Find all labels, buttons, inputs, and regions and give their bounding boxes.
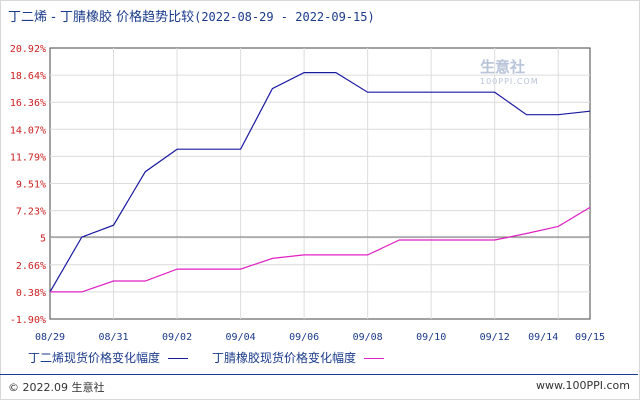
legend-swatch-butadiene [168, 358, 189, 359]
y-tick-label: 7.23% [16, 207, 46, 218]
x-tick-label: 08/29 [35, 332, 65, 343]
watermark-logo: 生意社 100PPI.COM [480, 56, 539, 86]
y-tick-label: 9.51% [16, 180, 46, 191]
y-tick-label: 2.66% [16, 261, 46, 272]
watermark-brand: 生意社 [480, 58, 526, 76]
x-tick-label: 09/02 [162, 332, 192, 343]
footer: © 2022.09 生意社 www.100PPI.com [0, 374, 638, 399]
chart-title: 丁二烯 - 丁腈橡胶 价格趋势比较(2022-08-29 - 2022-09-1… [8, 6, 375, 25]
x-tick-label: 09/08 [353, 332, 383, 343]
title-text: 丁二烯 - 丁腈橡胶 价格趋势比较 [8, 10, 195, 25]
y-tick-label: 18.64% [10, 71, 46, 82]
footer-copyright: © 2022.09 生意社 [8, 381, 105, 394]
y-tick-label: 11.79% [10, 152, 46, 163]
x-tick-label: 09/15 [575, 332, 605, 343]
x-tick-label: 09/04 [226, 332, 256, 343]
legend-label-butadiene: 丁二烯现货价格变化幅度 [28, 351, 161, 365]
y-tick-label: 14.07% [10, 125, 46, 136]
x-tick-label: 09/06 [289, 332, 319, 343]
legend-item-nbr: 丁腈橡胶现货价格变化幅度 [212, 349, 385, 366]
x-tick-label: 09/10 [416, 332, 446, 343]
legend-item-butadiene: 丁二烯现货价格变化幅度 [28, 349, 189, 366]
watermark-url: 100PPI.COM [480, 77, 539, 86]
series-line-nbr [50, 206, 591, 293]
series-line-butadiene [49, 71, 591, 293]
legend-label-nbr: 丁腈橡胶现货价格变化幅度 [212, 351, 357, 365]
title-date-range: (2022-08-29 - 2022-09-15) [194, 10, 375, 24]
legend-swatch-nbr [364, 358, 385, 359]
y-tick-label: 20.92% [10, 44, 46, 55]
y-tick-label: 5 [40, 234, 46, 245]
x-tick-label: 09/14 [528, 332, 558, 343]
y-tick-label: 0.38% [16, 288, 46, 299]
x-tick-label: 08/31 [98, 332, 128, 343]
y-tick-label: 16.36% [10, 98, 46, 109]
y-tick-label: -1.90% [10, 315, 46, 326]
footer-site-link[interactable]: www.100PPI.com [536, 379, 630, 392]
x-tick-label: 09/12 [480, 332, 510, 343]
